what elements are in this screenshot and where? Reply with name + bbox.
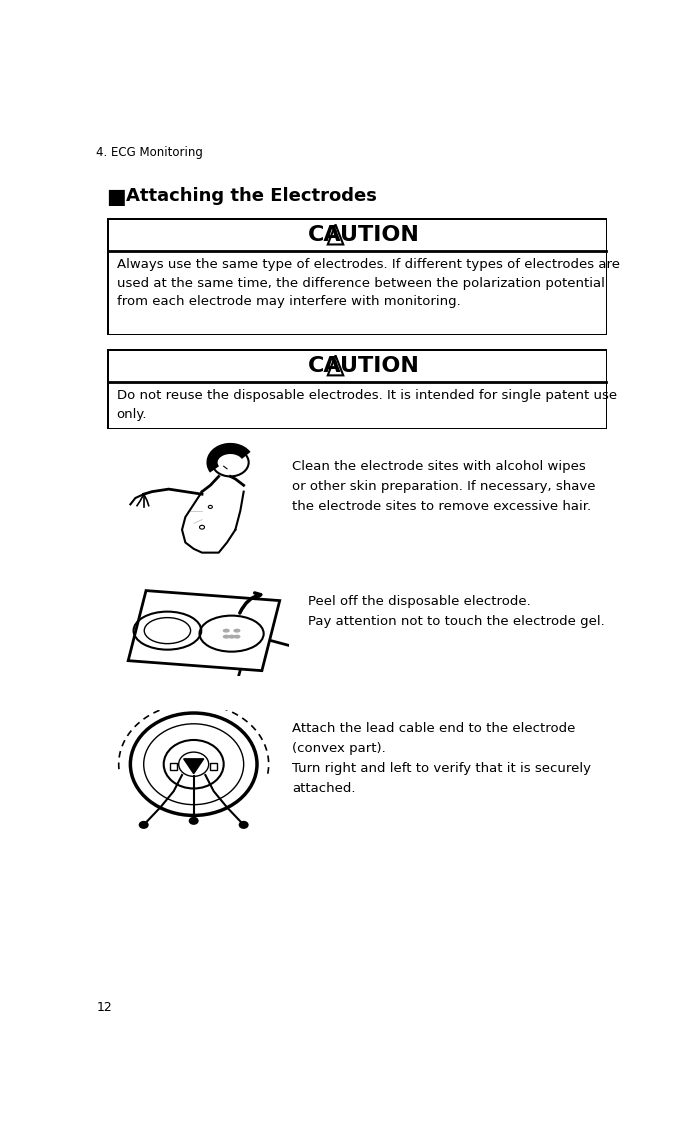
Text: CAUTION: CAUTION [307, 226, 420, 245]
Text: !: ! [333, 230, 338, 240]
Text: 4. ECG Monitoring: 4. ECG Monitoring [96, 146, 204, 159]
Text: 12: 12 [96, 1001, 112, 1014]
Text: !: ! [333, 361, 338, 371]
Text: Clean the electrode sites with alcohol wipes
or other skin preparation. If neces: Clean the electrode sites with alcohol w… [293, 460, 596, 513]
Bar [109, 351, 606, 428]
Bar [107, 350, 607, 429]
Text: Always use the same type of electrodes. If different types of electrodes are
use: Always use the same type of electrodes. … [116, 259, 620, 309]
Text: Attach the lead cable end to the electrode
(convex part).
Turn right and left to: Attach the lead cable end to the electro… [293, 722, 592, 795]
Text: CAUTION: CAUTION [307, 357, 420, 376]
Bar [109, 220, 606, 251]
Bar [109, 220, 606, 334]
Text: Do not reuse the disposable electrodes. It is intended for single patent use
onl: Do not reuse the disposable electrodes. … [116, 390, 617, 420]
Text: ■: ■ [107, 187, 126, 207]
Text: Attaching the Electrodes: Attaching the Electrodes [126, 187, 377, 205]
Text: Peel off the disposable electrode.
Pay attention not to touch the electrode gel.: Peel off the disposable electrode. Pay a… [308, 595, 605, 628]
Bar [109, 351, 606, 382]
Bar [107, 219, 607, 335]
